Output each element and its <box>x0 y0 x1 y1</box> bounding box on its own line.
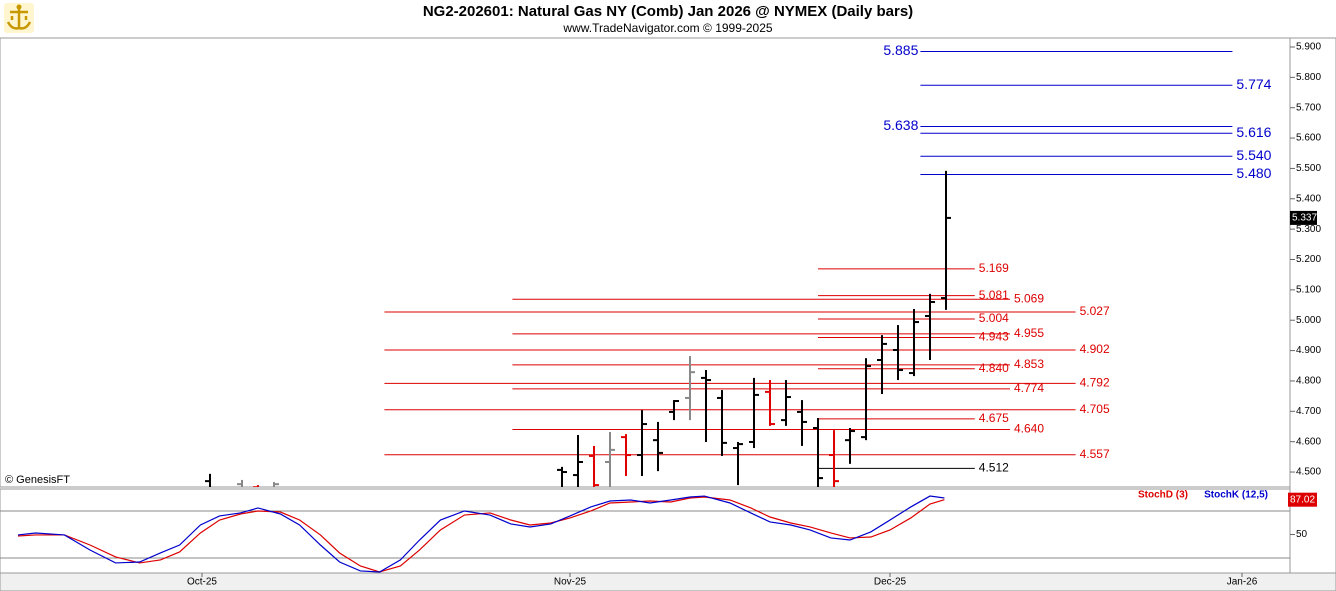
y-tick-label: 4.500 <box>1296 467 1321 478</box>
y-tick-label: 4.700 <box>1296 406 1321 417</box>
level-label: 4.640 <box>1014 422 1044 436</box>
ohlc-bar <box>765 380 775 426</box>
last-value-box <box>1288 492 1317 507</box>
legend-label: StochD (3) <box>1138 490 1188 501</box>
price-area <box>205 51 1233 487</box>
level-label: 5.069 <box>1014 291 1044 305</box>
y-tick-label: 5.000 <box>1296 315 1321 326</box>
ohlc-bar <box>273 482 279 487</box>
chart-title: NG2-202601: Natural Gas NY (Comb) Jan 20… <box>423 3 913 20</box>
stoch-line <box>17 495 945 573</box>
level-label: 4.853 <box>1014 357 1044 371</box>
level-label: 5.480 <box>1236 165 1271 181</box>
level-label: 5.638 <box>883 117 918 133</box>
y-tick-label: 5.300 <box>1296 224 1321 235</box>
ohlc-bar <box>829 430 839 487</box>
x-tick-label: Dec-25 <box>874 577 907 588</box>
ohlc-bar <box>605 431 615 487</box>
annotations: 4.500 4.600 4.700 4.800 4.900 5.000 5.100 5.200… <box>187 42 1321 588</box>
header-bg <box>0 0 1336 38</box>
level-label: 4.774 <box>1014 381 1044 395</box>
stoch-area <box>0 495 1290 573</box>
ohlc-bar <box>845 428 855 464</box>
level-label: 5.885 <box>883 42 918 58</box>
level-label: 4.955 <box>1014 326 1044 340</box>
level-label: 4.943 <box>979 330 1009 344</box>
ohlc-bar <box>797 400 807 446</box>
ohlc-bar <box>237 479 243 487</box>
x-tick-label: Oct-25 <box>187 577 217 588</box>
ohlc-bar <box>637 410 647 476</box>
level-label: 5.081 <box>979 288 1009 302</box>
last-price-box <box>1290 210 1317 225</box>
y-tick-label: 5.400 <box>1296 193 1321 204</box>
logo <box>4 3 34 33</box>
ohlc-bar <box>205 473 211 487</box>
ohlc-bar <box>749 377 759 449</box>
level-label: 4.840 <box>979 361 1009 375</box>
x-axis <box>0 572 1336 591</box>
ohlc-bar <box>685 356 695 421</box>
ohlc-bar <box>781 380 791 426</box>
level-label: 4.792 <box>1080 376 1110 390</box>
ohlc-bar <box>621 434 631 476</box>
level-label: 5.027 <box>1080 304 1110 318</box>
ohlc-bar <box>813 417 823 487</box>
level-label: 4.705 <box>1080 402 1110 416</box>
x-tick-label: Jan-26 <box>1227 577 1258 588</box>
ohlc-bar <box>557 466 567 487</box>
chart-subtitle: www.TradeNavigator.com © 1999-2025 <box>562 21 772 35</box>
y-tick-label: 5.600 <box>1296 133 1321 144</box>
ohlc-bar <box>909 308 919 377</box>
y-tick-label: 5.700 <box>1296 102 1321 113</box>
ohlc-bar <box>717 390 727 456</box>
price-panel <box>0 37 1291 488</box>
ohlc-bar <box>893 325 903 381</box>
level-label: 4.512 <box>979 461 1009 475</box>
level-label: 5.774 <box>1236 76 1271 92</box>
level-label: 4.902 <box>1080 342 1110 356</box>
ohlc-bar <box>589 445 599 487</box>
ohlc-bar <box>701 370 711 442</box>
y-tick-label: 5.100 <box>1296 285 1321 296</box>
y-tick-label: 4.800 <box>1296 376 1321 387</box>
y-tick-label: 5.200 <box>1296 254 1321 265</box>
level-label: 4.557 <box>1080 447 1110 461</box>
ohlc-bar <box>733 441 743 486</box>
level-label: 5.169 <box>979 261 1009 275</box>
y2-tick-label: 50 <box>1296 529 1308 540</box>
y-tick-label: 5.800 <box>1296 72 1321 83</box>
last-value-label: 87.02 <box>1290 494 1315 505</box>
watermark: © GenesisFT <box>5 474 70 486</box>
level-label: 5.616 <box>1236 124 1271 140</box>
level-label: 5.004 <box>979 311 1009 325</box>
ohlc-bar <box>861 358 871 441</box>
y-tick-label: 4.600 <box>1296 436 1321 447</box>
ohlc-bar <box>653 421 663 472</box>
ohlc-bar <box>669 399 679 421</box>
last-price-label: 5.337 <box>1292 213 1317 224</box>
ohlc-bar <box>941 170 951 310</box>
y-tick-label: 5.900 <box>1296 42 1321 53</box>
y-tick-label: 5.500 <box>1296 163 1321 174</box>
stoch-panel <box>0 488 1291 574</box>
ohlc-bar <box>573 434 583 487</box>
legend-label: StochK (12,5) <box>1204 490 1268 501</box>
y-tick-label: 4.900 <box>1296 345 1321 356</box>
stoch-line <box>17 496 945 573</box>
level-label: 5.540 <box>1236 147 1271 163</box>
x-tick-label: Nov-25 <box>554 577 587 588</box>
ohlc-bar <box>877 335 887 395</box>
level-label: 4.675 <box>979 411 1009 425</box>
ohlc-bar <box>925 293 935 361</box>
